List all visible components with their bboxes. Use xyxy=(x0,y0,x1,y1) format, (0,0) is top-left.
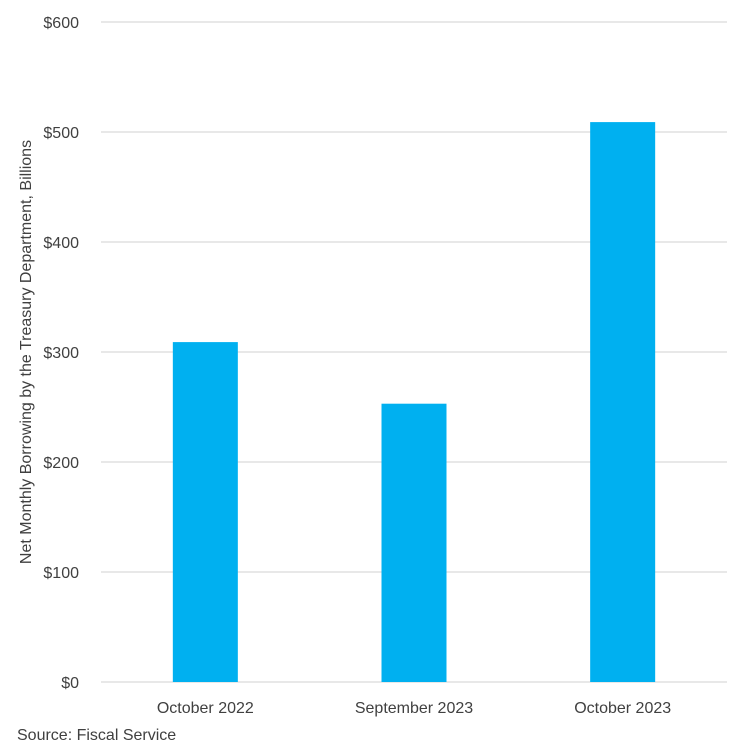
bar xyxy=(172,342,238,682)
x-tick-label: September 2023 xyxy=(355,700,473,717)
y-tick-label: $0 xyxy=(61,675,79,692)
y-tick-label: $200 xyxy=(43,455,79,472)
x-tick-label: October 2022 xyxy=(157,700,254,717)
bars xyxy=(172,122,656,683)
bar xyxy=(381,403,447,682)
x-axis-tick-labels: October 2022 September 2023 October 2023 xyxy=(157,700,671,717)
source-note: Source: Fiscal Service xyxy=(17,727,177,744)
y-tick-label: $400 xyxy=(43,235,79,252)
x-tick-label: October 2023 xyxy=(574,700,671,717)
y-tick-label: $100 xyxy=(43,565,79,582)
y-tick-label: $500 xyxy=(43,125,79,142)
y-axis-title: Net Monthly Borrowing by the Treasury De… xyxy=(18,140,35,564)
bar xyxy=(590,122,656,683)
y-tick-label: $600 xyxy=(43,15,79,32)
y-tick-label: $300 xyxy=(43,345,79,362)
y-axis-tick-labels: $0 $100 $200 $300 $400 $500 $600 xyxy=(43,15,79,692)
